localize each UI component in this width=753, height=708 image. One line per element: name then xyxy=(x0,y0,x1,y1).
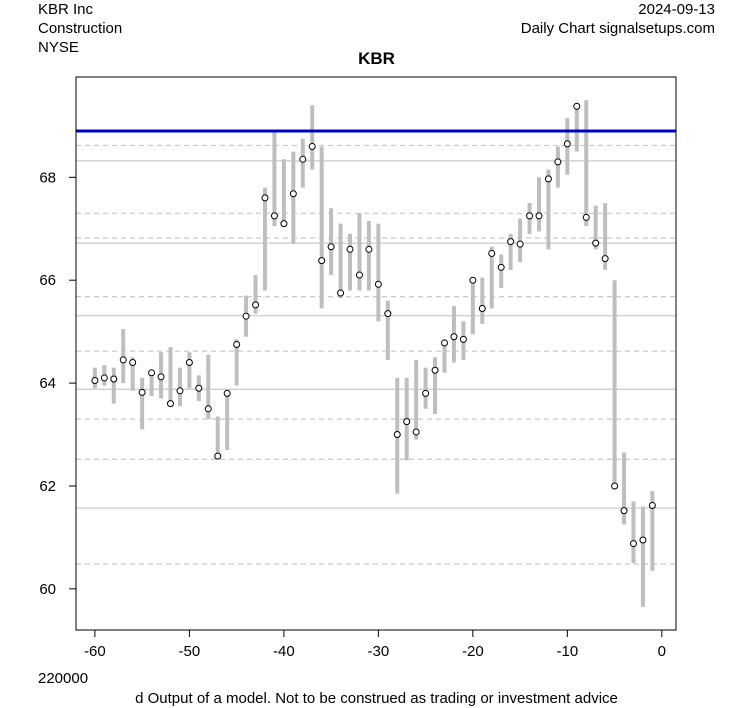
close-point xyxy=(252,301,260,309)
close-point xyxy=(620,507,628,515)
close-point xyxy=(582,213,590,221)
close-point xyxy=(563,140,571,148)
y-tick-label: 66 xyxy=(39,272,56,289)
close-point xyxy=(450,333,458,341)
close-point xyxy=(478,304,486,312)
close-point xyxy=(261,194,269,202)
x-tick-label: -50 xyxy=(179,643,201,660)
close-point xyxy=(242,312,250,320)
close-point xyxy=(166,400,174,408)
close-point xyxy=(507,238,515,246)
close-point xyxy=(223,389,231,397)
close-point xyxy=(355,271,363,279)
header-right: 2024-09-13 Daily Chart signalsetups.com xyxy=(521,0,715,38)
close-point xyxy=(129,359,137,367)
close-point xyxy=(393,431,401,439)
close-markers xyxy=(91,102,656,548)
x-tick-label: -30 xyxy=(368,643,390,660)
company-name: KBR Inc xyxy=(38,1,94,18)
header-left: KBR Inc Construction NYSE xyxy=(38,0,122,57)
y-tick-label: 64 xyxy=(39,375,56,392)
horizontal-levels xyxy=(76,144,676,565)
x-axis: -60 -50 -40 -30 -20 -10 0 xyxy=(84,630,666,660)
close-point xyxy=(374,280,382,288)
close-point xyxy=(185,359,193,367)
close-point xyxy=(365,245,373,253)
close-point xyxy=(280,220,288,228)
exchange-label: NYSE xyxy=(38,39,79,56)
close-point xyxy=(119,356,127,364)
close-point xyxy=(441,339,449,347)
close-point xyxy=(648,502,656,510)
close-point xyxy=(148,369,156,377)
close-point xyxy=(639,536,647,544)
close-point xyxy=(431,366,439,374)
close-point xyxy=(100,374,108,382)
chart-date: 2024-09-13 xyxy=(638,1,715,18)
close-point xyxy=(412,428,420,436)
close-point xyxy=(526,212,534,220)
y-tick-label: 68 xyxy=(39,169,56,186)
close-point xyxy=(403,418,411,426)
close-point xyxy=(573,102,581,110)
x-tick-label: -40 xyxy=(273,643,295,660)
close-point xyxy=(195,384,203,392)
x-tick-label: -20 xyxy=(462,643,484,660)
disclaimer: d Output of a model. Not to be construed… xyxy=(135,690,618,707)
close-point xyxy=(544,175,552,183)
close-point xyxy=(318,257,326,265)
price-bars xyxy=(92,100,655,607)
close-point xyxy=(459,335,467,343)
close-point xyxy=(204,405,212,413)
close-point xyxy=(289,190,297,198)
chart-source: Daily Chart signalsetups.com xyxy=(520,20,715,37)
sector-label: Construction xyxy=(38,20,123,37)
close-point xyxy=(176,387,184,395)
close-point xyxy=(601,255,609,263)
close-point xyxy=(346,245,354,253)
close-point xyxy=(469,276,477,284)
close-point xyxy=(554,158,562,166)
close-point xyxy=(138,388,146,396)
close-point xyxy=(611,482,619,490)
close-point xyxy=(214,452,222,460)
close-point xyxy=(327,243,335,251)
close-point xyxy=(299,155,307,163)
close-point xyxy=(516,240,524,248)
close-point xyxy=(91,377,99,385)
close-point xyxy=(629,540,637,548)
x-tick-label: 0 xyxy=(658,643,666,660)
close-point xyxy=(592,239,600,247)
close-point xyxy=(157,373,165,381)
close-point xyxy=(535,212,543,220)
close-point xyxy=(488,249,496,257)
close-point xyxy=(337,289,345,297)
x-tick-label: -60 xyxy=(84,643,106,660)
volume-label: 220000 xyxy=(38,670,89,687)
chart-title: KBR xyxy=(358,49,395,68)
y-axis: 60 62 64 66 68 xyxy=(39,169,76,598)
x-tick-label: -10 xyxy=(556,643,578,660)
close-point xyxy=(308,142,316,150)
close-point xyxy=(384,310,392,318)
y-tick-label: 60 xyxy=(39,581,56,598)
y-tick-label: 62 xyxy=(39,478,56,495)
close-point xyxy=(422,389,430,397)
close-point xyxy=(497,263,505,271)
plot-frame xyxy=(75,76,677,631)
close-point xyxy=(233,340,241,348)
close-point xyxy=(110,375,118,383)
close-point xyxy=(270,212,278,220)
